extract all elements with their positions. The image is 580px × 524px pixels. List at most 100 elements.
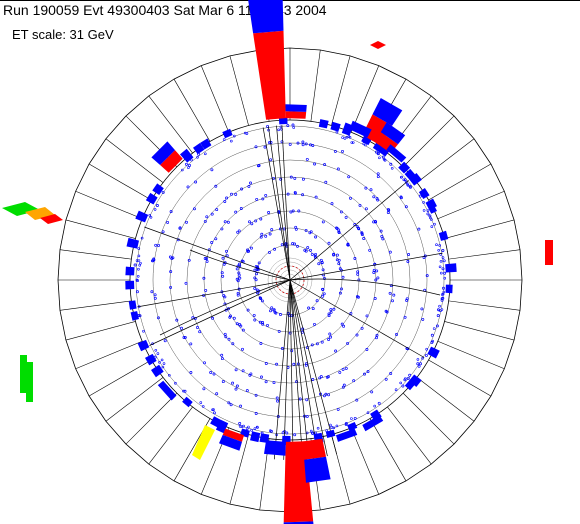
had-deposit (180, 148, 194, 163)
had-deposit (200, 138, 212, 150)
had-deposit (145, 353, 157, 366)
hit (370, 390, 374, 394)
hit (203, 219, 207, 223)
track (281, 125, 291, 281)
hit (247, 184, 251, 188)
hit (301, 193, 305, 197)
had-tower (304, 456, 331, 483)
hit (236, 293, 240, 297)
hit (310, 343, 314, 347)
hit (388, 291, 392, 295)
hit (237, 229, 241, 233)
hit (261, 322, 265, 326)
hit (149, 216, 153, 219)
hit (171, 256, 175, 260)
hit (425, 274, 429, 278)
hit (293, 191, 297, 195)
hit (344, 366, 348, 370)
hit (175, 318, 179, 322)
tower-divider (105, 138, 164, 183)
hit (275, 396, 279, 400)
hit (293, 242, 297, 246)
hit (306, 246, 310, 250)
hit (205, 215, 209, 219)
tower-divider (65, 219, 136, 239)
hit (360, 231, 364, 235)
tower-divider (148, 95, 193, 154)
hit (153, 296, 157, 300)
hit (272, 308, 276, 312)
hit (169, 270, 173, 274)
hit (426, 212, 430, 216)
hit (239, 207, 243, 210)
hit (205, 257, 209, 261)
hit (432, 327, 436, 330)
hit (330, 202, 334, 206)
hit (339, 210, 343, 214)
hit (311, 431, 315, 435)
hit (341, 385, 345, 389)
hit (311, 144, 315, 147)
hit (225, 249, 228, 253)
hit (221, 274, 225, 278)
hit (327, 312, 331, 316)
track (289, 279, 328, 457)
hit (249, 181, 252, 185)
hit (168, 373, 171, 377)
hit (163, 339, 167, 343)
hit (329, 308, 333, 312)
hit (203, 361, 206, 365)
hit (252, 313, 256, 317)
hit (182, 389, 185, 393)
hit (254, 393, 258, 397)
hit (329, 310, 333, 314)
hit (180, 326, 183, 330)
hit (319, 258, 323, 262)
hit (288, 142, 292, 146)
hit (305, 346, 309, 350)
hit (369, 188, 373, 192)
hit (137, 247, 141, 250)
hit (313, 162, 317, 166)
hit (376, 175, 380, 179)
hit (233, 134, 236, 138)
hit (253, 427, 257, 430)
hit (408, 373, 412, 377)
curved-track (159, 279, 291, 336)
hit (162, 362, 166, 365)
hit (248, 220, 251, 224)
hit (417, 364, 421, 368)
hit (310, 252, 314, 256)
hit (404, 377, 407, 380)
hit (313, 322, 316, 326)
hit (377, 401, 381, 405)
hit (421, 356, 424, 360)
track (289, 180, 409, 281)
hit (341, 367, 345, 371)
hit (138, 314, 142, 318)
had-tower (349, 120, 372, 138)
track (289, 279, 294, 461)
hit (214, 184, 218, 188)
hit (293, 433, 297, 437)
em-tower (253, 30, 286, 120)
run-event-info: Run 190059 Evt 49300403 Sat Mar 6 11:15:… (3, 2, 327, 18)
tower-divider (59, 249, 132, 260)
hit (373, 404, 377, 408)
had-tower (336, 428, 358, 442)
hit (249, 372, 253, 376)
hit (341, 275, 345, 279)
hit (264, 380, 268, 384)
hit (321, 268, 325, 272)
had-deposit (130, 311, 139, 321)
em-marker-left (40, 214, 63, 224)
hit (181, 168, 184, 172)
hit (343, 137, 347, 140)
had-deposit (445, 263, 457, 273)
hit (235, 384, 239, 388)
hit (210, 212, 214, 216)
hit (226, 220, 230, 224)
had-deposit (128, 300, 137, 310)
hit (138, 263, 141, 267)
